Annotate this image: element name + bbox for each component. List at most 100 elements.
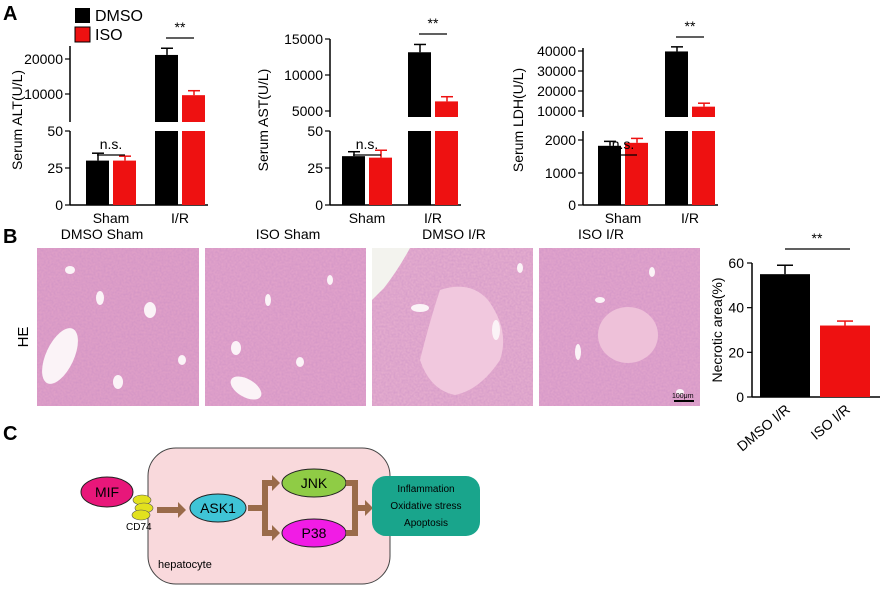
legend-iso-swatch [74, 26, 91, 43]
p38-label: P38 [302, 525, 327, 541]
significance-label: ** [685, 18, 696, 34]
significance-label: ** [428, 15, 439, 31]
outcomes-box [372, 476, 480, 536]
y-axis-label: Serum ALT(U/L) [9, 70, 25, 170]
y-tick-label: 30000 [537, 63, 576, 79]
significance-label: ** [812, 230, 823, 246]
y-tick-label: 1000 [545, 165, 576, 181]
y-tick-label: 60 [728, 255, 744, 271]
bar [155, 54, 178, 122]
alt-chart: Serum ALT(U/L) 0 25 50 10000 20000 Sham n.s. I/R… [9, 19, 208, 226]
bar [692, 106, 715, 117]
cd74-label: CD74 [126, 522, 152, 533]
y-tick-label: 25 [307, 160, 323, 176]
bar-lower-segment [182, 131, 205, 205]
he-row-label: HE [15, 327, 32, 348]
necrotic-area-chart: Necrotic area(%) 0 20 40 60 DMSO I/R ISO I/R ** [709, 230, 880, 454]
y-tick-label: 0 [736, 389, 744, 405]
bar [435, 101, 458, 117]
legend: DMSO ISO [74, 8, 143, 44]
x-tick-label: Sham [605, 210, 642, 226]
he-image-dmso-sham [37, 248, 199, 406]
y-tick-label: 10000 [537, 103, 576, 119]
bar [625, 142, 648, 205]
arrow-cd74-ask1 [157, 502, 186, 518]
he-title-iso-ir: ISO I/R [578, 226, 624, 242]
bar-lower-segment [435, 131, 458, 205]
y-tick-label: 20 [728, 344, 744, 360]
he-title-iso-sham: ISO Sham [256, 226, 321, 242]
mif-label: MIF [95, 484, 119, 500]
bar [86, 160, 109, 205]
pathway-diagram: hepatocyte MIF CD74 ASK1 JNK P38 Inflamm… [80, 447, 480, 585]
bar [665, 51, 688, 118]
ast-chart: Serum AST(U/L) 0 25 50 5000 10000 15000 Sham n.s… [255, 15, 461, 226]
y-tick-label: 50 [307, 123, 323, 139]
bar [182, 95, 205, 122]
hepatocyte-label: hepatocyte [158, 559, 212, 571]
y-tick-label: 15000 [284, 31, 323, 47]
significance-label: n.s. [356, 136, 379, 152]
ask1-label: ASK1 [200, 500, 236, 516]
y-tick-label: 20000 [537, 83, 576, 99]
x-tick-label: ISO I/R [807, 401, 852, 443]
outcome-oxidative-stress: Oxidative stress [390, 501, 461, 512]
x-tick-label: I/R [424, 210, 442, 226]
bar-lower-segment [692, 131, 715, 205]
arrow-ask1-branch [248, 475, 280, 541]
panel-label-a: A [3, 3, 17, 25]
ldh-chart: Serum LDH(U/L) 0 1000 2000 10000 20000 30000 40… [510, 18, 718, 226]
y-tick-label: 10000 [24, 86, 63, 102]
significance-label: ** [175, 19, 186, 35]
y-tick-label: 40 [728, 300, 744, 316]
arrow-to-outcomes [346, 480, 373, 536]
bar-lower-segment [155, 131, 178, 205]
bar [820, 325, 870, 397]
mif-node [80, 476, 134, 508]
scale-bar-label: 100μm [672, 393, 694, 400]
y-tick-label: 50 [47, 123, 63, 139]
bar [598, 145, 621, 205]
he-image-dmso-ir [372, 248, 533, 406]
bar [342, 156, 365, 205]
y-axis-label: Serum AST(U/L) [255, 69, 271, 172]
y-tick-label: 10000 [284, 67, 323, 83]
he-title-dmso-ir: DMSO I/R [422, 226, 486, 242]
x-tick-label: Sham [93, 210, 130, 226]
legend-dmso-label: DMSO [95, 8, 143, 25]
bar [408, 52, 431, 118]
he-image-iso-sham [205, 248, 366, 406]
y-tick-label: 20000 [24, 51, 63, 67]
x-tick-label: I/R [171, 210, 189, 226]
legend-dmso-swatch [75, 8, 90, 23]
bar [760, 274, 810, 397]
y-tick-label: 25 [47, 160, 63, 176]
y-tick-label: 0 [568, 197, 576, 213]
bar-lower-segment [665, 131, 688, 205]
jnk-label: JNK [301, 475, 328, 491]
outcome-inflammation: Inflammation [397, 484, 454, 495]
y-tick-label: 5000 [292, 103, 323, 119]
he-title-dmso-sham: DMSO Sham [61, 226, 143, 242]
y-tick-label: 0 [55, 197, 63, 213]
bar [369, 157, 392, 205]
y-tick-label: 2000 [545, 132, 576, 148]
bar-lower-segment [408, 131, 431, 205]
outcome-apoptosis: Apoptosis [404, 518, 448, 529]
y-tick-label: 40000 [537, 43, 576, 59]
x-tick-label: I/R [681, 210, 699, 226]
he-image-iso-ir [539, 248, 700, 406]
bar [113, 160, 136, 205]
ask1-node [189, 493, 247, 523]
significance-label: n.s. [612, 136, 635, 152]
legend-iso-label: ISO [95, 27, 123, 44]
x-tick-label: DMSO I/R [734, 401, 793, 454]
y-axis-label: Necrotic area(%) [709, 277, 725, 382]
panel-label-c: C [3, 423, 17, 445]
y-tick-label: 0 [315, 197, 323, 213]
he-panel: HE DMSO Sham ISO Sham DMSO I/R ISO I/R [15, 226, 700, 406]
panel-label-b: B [3, 226, 17, 248]
y-axis-label: Serum LDH(U/L) [510, 68, 526, 172]
x-tick-label: Sham [349, 210, 386, 226]
